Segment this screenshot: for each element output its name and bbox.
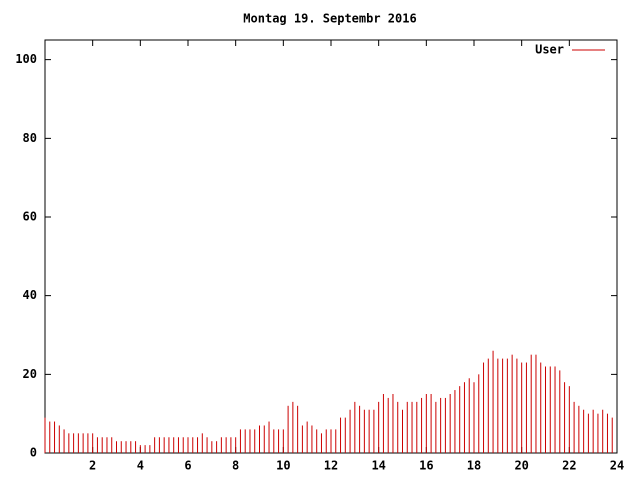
y-tick-label: 40 — [23, 288, 37, 302]
y-tick-label: 80 — [23, 131, 37, 145]
x-tick-label: 24 — [610, 459, 624, 473]
x-tick-label: 14 — [371, 459, 385, 473]
y-tick-label: 20 — [23, 367, 37, 381]
y-tick-label: 100 — [15, 52, 37, 66]
x-tick-label: 12 — [324, 459, 338, 473]
chart-title: Montag 19. Septembr 2016 — [243, 12, 416, 26]
x-tick-label: 2 — [89, 459, 96, 473]
x-tick-label: 8 — [232, 459, 239, 473]
x-tick-label: 16 — [419, 459, 433, 473]
x-tick-label: 18 — [467, 459, 481, 473]
x-tick-label: 4 — [137, 459, 144, 473]
y-tick-label: 0 — [30, 446, 37, 460]
y-tick-label: 60 — [23, 210, 37, 224]
x-tick-label: 6 — [184, 459, 191, 473]
x-tick-label: 20 — [514, 459, 528, 473]
x-tick-label: 10 — [276, 459, 290, 473]
legend-label: User — [535, 43, 564, 57]
x-tick-label: 22 — [562, 459, 576, 473]
